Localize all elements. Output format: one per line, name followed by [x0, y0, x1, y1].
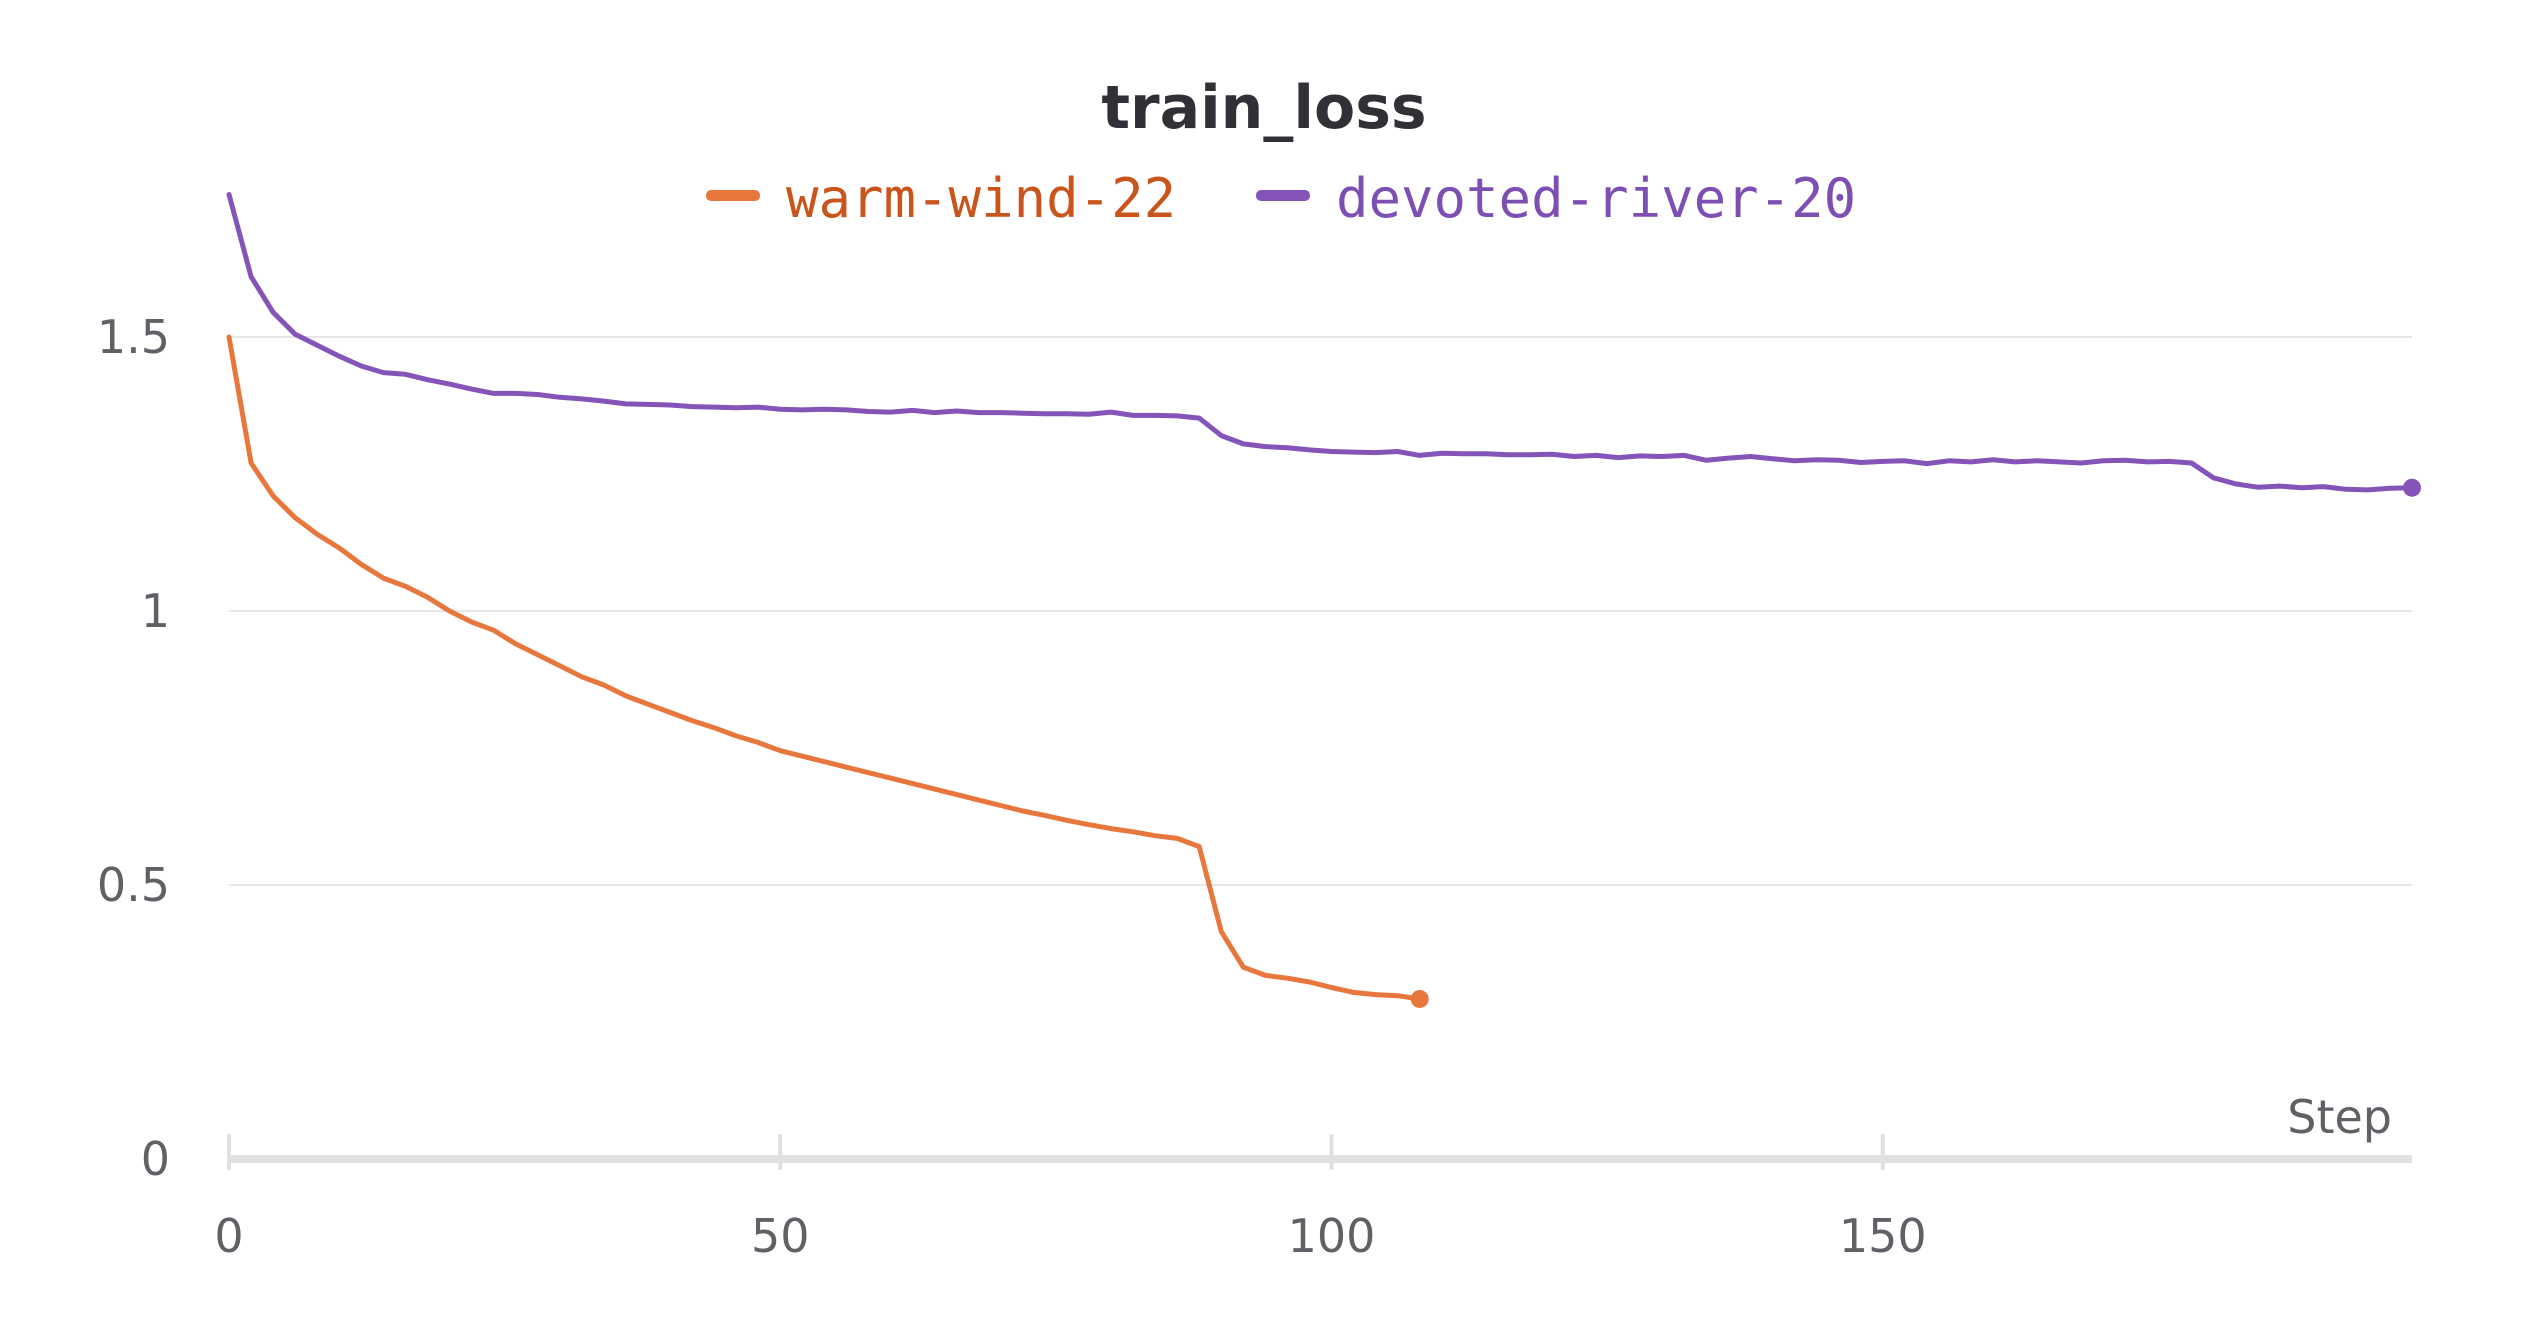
y-tick-label-0: 0: [141, 1132, 170, 1186]
legend-item-devoted-river-20[interactable]: devoted-river-20: [1256, 167, 1856, 230]
legend-swatch-devoted-river-20: [1256, 190, 1310, 201]
legend-label-devoted-river-20: devoted-river-20: [1336, 167, 1856, 230]
y-tick-label-0.5: 0.5: [97, 858, 170, 912]
chart-title: train_loss: [1101, 73, 1426, 143]
x-tick-label-50: 50: [751, 1209, 810, 1263]
series-line-devoted-river-20: [226, 192, 2415, 493]
legend-swatch-warm-wind-22: [706, 190, 760, 201]
x-tick-label-0: 0: [214, 1209, 243, 1263]
series-end-point-warm-wind-22[interactable]: [1410, 989, 1429, 1008]
plot-series: [226, 192, 2421, 1008]
legend-label-warm-wind-22: warm-wind-22: [786, 167, 1176, 230]
x-axis-ticks: 0 50 100 150: [214, 1134, 1927, 1263]
legend-item-warm-wind-22[interactable]: warm-wind-22: [706, 167, 1176, 230]
legend: warm-wind-22 devoted-river-20: [706, 167, 1856, 230]
x-tick-label-100: 100: [1288, 1209, 1376, 1263]
x-axis-label: Step: [2287, 1090, 2392, 1144]
gridlines: [229, 336, 2412, 886]
series-end-point-devoted-river-20[interactable]: [2403, 478, 2421, 497]
y-tick-label-1.5: 1.5: [97, 310, 170, 364]
x-axis: 0 50 100 150 Step: [214, 1090, 2412, 1263]
y-axis-tick-labels: 0 0.5 1 1.5: [97, 310, 170, 1186]
x-tick-label-150: 150: [1839, 1209, 1927, 1263]
series-line-warm-wind-22: [226, 334, 1423, 1002]
y-tick-label-1: 1: [141, 584, 170, 638]
